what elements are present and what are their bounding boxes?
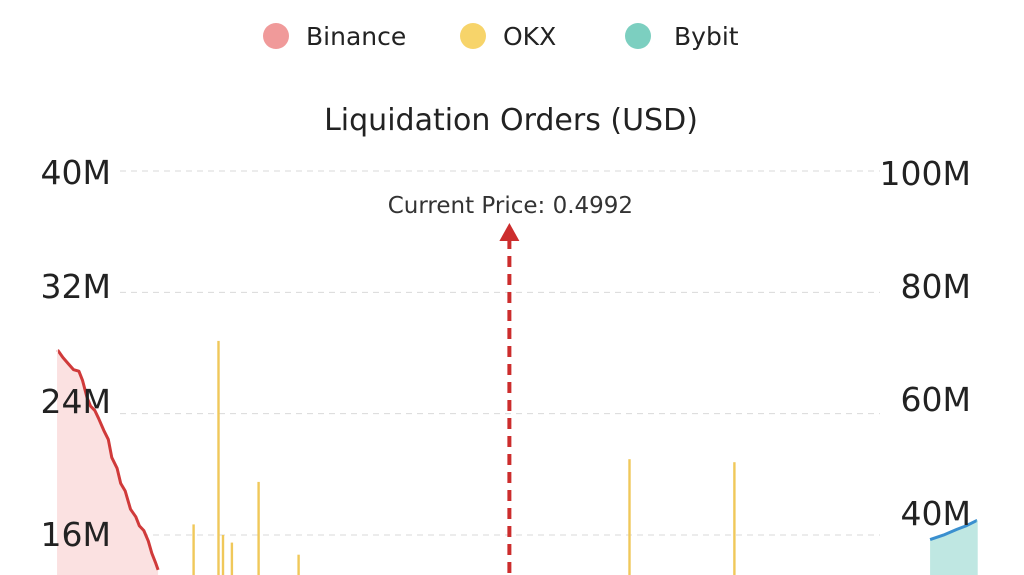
legend: Binance OKX Bybit	[263, 22, 739, 51]
okx-bar	[230, 542, 234, 575]
legend-label-binance: Binance	[306, 22, 406, 51]
y-right-tick-label: 60M	[901, 380, 971, 419]
okx-bar	[221, 535, 225, 575]
current-price-arrow-icon	[499, 223, 520, 241]
okx-bar	[217, 340, 220, 575]
y-right-tick-label: 40M	[901, 494, 971, 533]
gridlines	[120, 170, 880, 536]
series-layer	[56, 340, 978, 575]
bybit-line	[929, 518, 978, 542]
binance-line	[56, 349, 160, 571]
y-left-tick-label: 32M	[41, 267, 111, 306]
current-price-label: Current Price: 0.4992	[388, 193, 633, 219]
legend-label-okx: OKX	[503, 22, 556, 51]
legend-label-bybit: Bybit	[674, 22, 739, 51]
y-axis-left: 40M 32M 24M 16M	[41, 153, 111, 554]
y-left-tick-label: 24M	[41, 382, 111, 421]
legend-swatch-okx	[460, 23, 486, 49]
bybit-area	[930, 520, 978, 575]
legend-swatch-bybit	[625, 23, 651, 49]
current-price-marker: Current Price: 0.4992	[388, 193, 633, 575]
y-left-tick-label: 40M	[41, 153, 111, 192]
okx-bar	[297, 554, 300, 575]
okx-bar	[733, 462, 736, 575]
okx-bar	[628, 459, 631, 575]
y-left-tick-label: 16M	[41, 515, 111, 554]
y-right-tick-label: 100M	[880, 154, 971, 193]
y-right-tick-label: 80M	[901, 267, 971, 306]
okx-bar	[192, 524, 195, 575]
chart-title: Liquidation Orders (USD)	[324, 103, 698, 138]
y-axis-right: 100M 80M 60M 40M	[880, 154, 971, 533]
binance-area	[57, 350, 159, 575]
okx-bar	[257, 481, 260, 575]
legend-swatch-binance	[263, 23, 289, 49]
